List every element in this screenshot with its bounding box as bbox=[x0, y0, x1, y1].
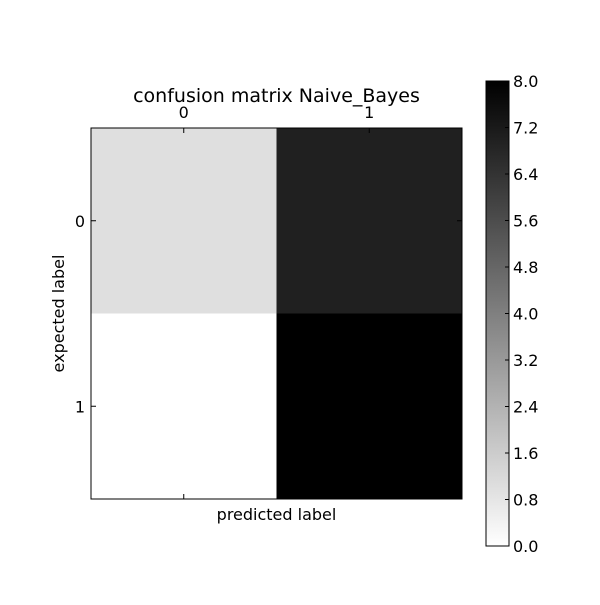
colorbar-tick-label-2: 1.6 bbox=[513, 444, 538, 463]
y-ticks: 01 bbox=[75, 212, 462, 416]
colorbar-tick-label-7: 5.6 bbox=[513, 212, 538, 231]
colorbar-ticks: 0.0 0.8 1.6 2.4 3.2 4.0 4.8 5.6 6.4 7.2 8.0 bbox=[505, 72, 538, 556]
colorbar-tick-label-0: 0.0 bbox=[513, 537, 538, 556]
heatmap-cell-1-0 bbox=[91, 313, 277, 500]
x-axis-label: predicted label bbox=[217, 505, 337, 524]
y-tick-label-1: 1 bbox=[75, 397, 85, 416]
colorbar-tick-label-9: 7.2 bbox=[513, 119, 538, 138]
colorbar-tick-label-10: 8.0 bbox=[513, 72, 538, 91]
chart-title: confusion matrix Naive_Bayes bbox=[133, 85, 420, 107]
y-tick-label-0: 0 bbox=[75, 212, 85, 231]
colorbar-tick-label-1: 0.8 bbox=[513, 491, 538, 510]
x-tick-label-1: 1 bbox=[364, 103, 374, 122]
colorbar-tick-label-5: 4.0 bbox=[513, 305, 538, 324]
colorbar-tick-label-8: 6.4 bbox=[513, 165, 538, 184]
colorbar-tick-label-6: 4.8 bbox=[513, 258, 538, 277]
heatmap-cells bbox=[91, 128, 463, 500]
heatmap-cell-1-1 bbox=[276, 313, 463, 500]
heatmap-cell-0-0 bbox=[91, 128, 277, 314]
x-tick-label-0: 0 bbox=[179, 103, 189, 122]
y-axis-label: expected label bbox=[49, 255, 68, 373]
heatmap-cell-0-1 bbox=[276, 128, 463, 314]
plot-frame bbox=[90, 127, 463, 500]
colorbar-tick-label-4: 3.2 bbox=[513, 351, 538, 370]
colorbar-tick-label-3: 2.4 bbox=[513, 398, 538, 417]
